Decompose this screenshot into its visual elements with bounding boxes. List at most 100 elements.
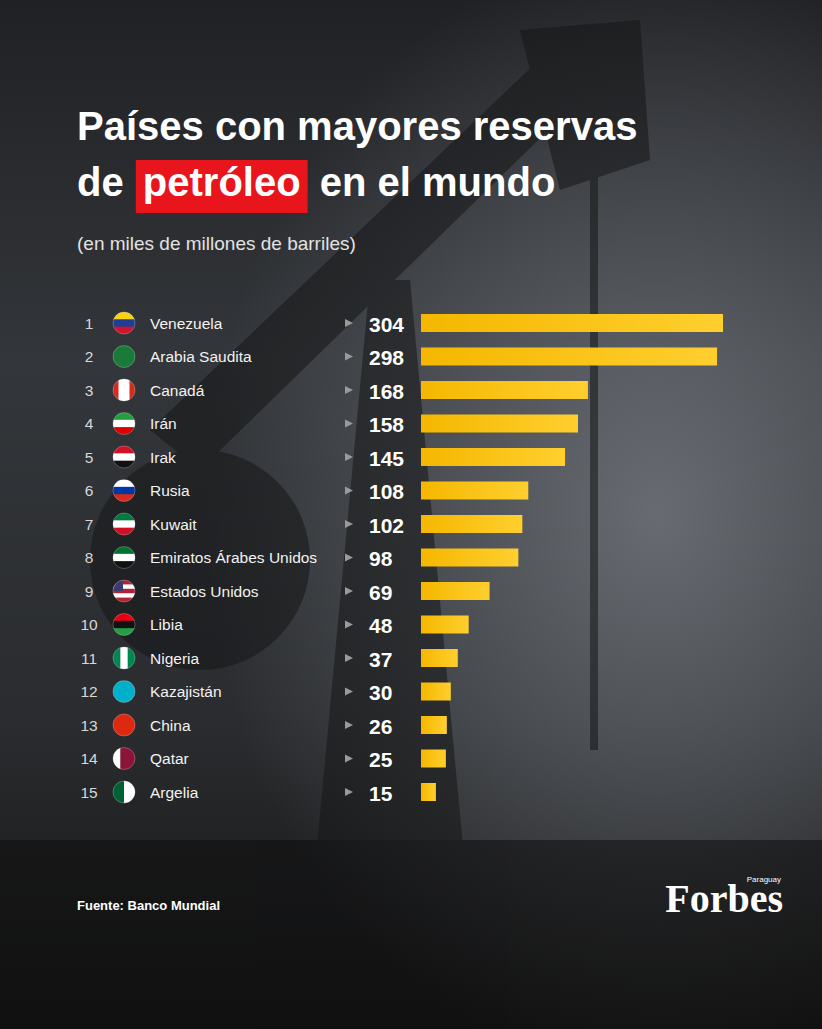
flag-stripe bbox=[124, 781, 136, 803]
flag-stripe bbox=[119, 379, 125, 401]
data-label: 15 bbox=[369, 782, 393, 805]
bar bbox=[421, 582, 490, 600]
rank: 2 bbox=[85, 348, 94, 365]
pointer bbox=[345, 453, 353, 461]
flag-stripe bbox=[113, 346, 135, 369]
background bbox=[0, 0, 822, 1029]
category-label: Argelia bbox=[150, 784, 199, 801]
flag bbox=[113, 446, 135, 469]
pointer bbox=[345, 353, 353, 361]
data-label: 168 bbox=[369, 380, 404, 403]
flag-stripe bbox=[113, 319, 135, 327]
bar bbox=[421, 616, 469, 634]
rank: 12 bbox=[80, 683, 97, 700]
flag bbox=[113, 580, 135, 603]
flag bbox=[113, 681, 135, 704]
pointer bbox=[345, 788, 353, 796]
title: Países con mayores reservasde petróleo e… bbox=[77, 104, 637, 204]
bar bbox=[421, 716, 447, 734]
flag bbox=[113, 748, 136, 770]
title-word: el bbox=[378, 160, 411, 204]
flag bbox=[113, 480, 135, 503]
title-word: de bbox=[77, 160, 124, 204]
rank: 9 bbox=[85, 583, 94, 600]
category-label: Kuwait bbox=[150, 516, 197, 533]
category-label: Qatar bbox=[150, 750, 189, 767]
flag-stripe bbox=[113, 714, 135, 737]
title-word: mundo bbox=[422, 160, 555, 204]
pointer bbox=[345, 755, 353, 763]
data-label: 48 bbox=[369, 614, 393, 637]
brand: Forbes bbox=[665, 876, 783, 921]
data-label: 102 bbox=[369, 514, 404, 537]
data-label: 69 bbox=[369, 581, 392, 604]
flag-ring bbox=[113, 748, 135, 770]
category-label: Estados Unidos bbox=[150, 583, 259, 600]
rank: 8 bbox=[85, 549, 94, 566]
background-sky bbox=[0, 0, 822, 1029]
data-label: 298 bbox=[369, 346, 404, 369]
flag-stripe bbox=[113, 647, 121, 669]
rank: 14 bbox=[80, 750, 98, 767]
pointer bbox=[345, 554, 353, 562]
pumpjack bbox=[0, 20, 822, 1029]
bars bbox=[421, 314, 723, 801]
title-word: petróleo bbox=[143, 160, 301, 204]
flag-stripe bbox=[113, 547, 135, 555]
flag-ring bbox=[113, 480, 135, 502]
pointer bbox=[345, 487, 353, 495]
data-label: 25 bbox=[369, 748, 393, 771]
flag-stripe bbox=[113, 621, 135, 629]
pointer bbox=[345, 386, 353, 394]
bar bbox=[421, 348, 717, 366]
flag-stripe bbox=[113, 748, 121, 770]
data-label: 108 bbox=[369, 480, 404, 503]
data-label: 98 bbox=[369, 547, 393, 570]
data-label: 26 bbox=[369, 715, 392, 738]
title-word: en bbox=[320, 160, 367, 204]
data-label: 304 bbox=[369, 313, 404, 336]
bar bbox=[421, 381, 588, 399]
category-label: Canadá bbox=[150, 382, 205, 399]
category-label: China bbox=[150, 717, 191, 734]
flag bbox=[113, 714, 135, 737]
source: Fuente: Banco Mundial bbox=[77, 898, 220, 913]
flag-stripe bbox=[113, 420, 135, 428]
bar bbox=[421, 314, 723, 332]
pointer bbox=[345, 621, 353, 629]
rank: 3 bbox=[85, 382, 94, 399]
labels: 1Venezuela3042Arabia Saudita2983Canadá16… bbox=[80, 312, 404, 805]
flag-stripe bbox=[120, 647, 128, 669]
flag-stripe bbox=[113, 312, 135, 320]
data-label: 30 bbox=[369, 681, 392, 704]
flag-stripe bbox=[113, 781, 125, 803]
rank: 13 bbox=[80, 717, 97, 734]
flag-stripe bbox=[113, 554, 135, 562]
pumpjack-rod bbox=[590, 150, 598, 750]
pointer bbox=[345, 587, 353, 595]
brand-region: Paraguay bbox=[747, 875, 781, 884]
flag-stripe bbox=[113, 487, 135, 495]
rank: 10 bbox=[80, 616, 98, 633]
flag-stripe bbox=[113, 681, 135, 704]
flag-ring bbox=[113, 614, 135, 636]
bar bbox=[421, 415, 578, 433]
chart: Países con mayores reservasde petróleo e… bbox=[0, 0, 822, 1029]
flag-stripe bbox=[113, 413, 135, 421]
rank: 15 bbox=[80, 784, 97, 801]
bar bbox=[421, 783, 436, 801]
flag-ring bbox=[113, 714, 135, 736]
category-label: Nigeria bbox=[150, 650, 199, 667]
pointer bbox=[345, 721, 353, 729]
flag-ring bbox=[113, 681, 135, 703]
flag-ring bbox=[113, 346, 135, 368]
ground bbox=[0, 840, 822, 1029]
pointer bbox=[345, 688, 353, 696]
category-label: Rusia bbox=[150, 482, 190, 499]
category-label: Kazajistán bbox=[150, 683, 222, 700]
rank: 6 bbox=[85, 482, 94, 499]
flag-ring bbox=[113, 580, 135, 602]
flag-ring bbox=[113, 413, 135, 435]
bar bbox=[421, 683, 451, 701]
data-label: 145 bbox=[369, 447, 404, 470]
